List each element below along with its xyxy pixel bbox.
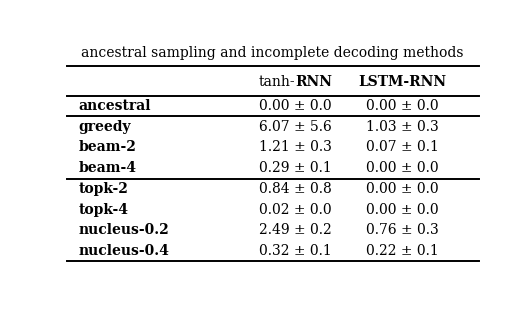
Text: tanh-: tanh- bbox=[259, 75, 295, 89]
Text: RNN: RNN bbox=[295, 75, 332, 89]
Text: 2.49 ± 0.2: 2.49 ± 0.2 bbox=[259, 223, 331, 237]
Text: topk-2: topk-2 bbox=[79, 182, 129, 196]
Text: 0.00 ± 0.0: 0.00 ± 0.0 bbox=[366, 161, 439, 175]
Text: ancestral: ancestral bbox=[79, 99, 152, 113]
Text: 0.84 ± 0.8: 0.84 ± 0.8 bbox=[259, 182, 331, 196]
Text: 0.32 ± 0.1: 0.32 ± 0.1 bbox=[259, 244, 331, 258]
Text: 0.29 ± 0.1: 0.29 ± 0.1 bbox=[259, 161, 331, 175]
Text: 0.76 ± 0.3: 0.76 ± 0.3 bbox=[366, 223, 439, 237]
Text: ancestral sampling and incomplete decoding methods: ancestral sampling and incomplete decodi… bbox=[81, 46, 464, 60]
Text: 1.03 ± 0.3: 1.03 ± 0.3 bbox=[366, 120, 439, 134]
Text: 0.07 ± 0.1: 0.07 ± 0.1 bbox=[366, 140, 439, 154]
Text: 0.00 ± 0.0: 0.00 ± 0.0 bbox=[259, 99, 331, 113]
Text: topk-4: topk-4 bbox=[79, 203, 129, 216]
Text: beam-4: beam-4 bbox=[79, 161, 137, 175]
Text: 0.00 ± 0.0: 0.00 ± 0.0 bbox=[366, 182, 439, 196]
Text: 0.22 ± 0.1: 0.22 ± 0.1 bbox=[366, 244, 439, 258]
Text: beam-2: beam-2 bbox=[79, 140, 137, 154]
Text: greedy: greedy bbox=[79, 120, 131, 134]
Text: nucleus-0.4: nucleus-0.4 bbox=[79, 244, 170, 258]
Text: 0.00 ± 0.0: 0.00 ± 0.0 bbox=[366, 99, 439, 113]
Text: LSTM-RNN: LSTM-RNN bbox=[359, 75, 446, 89]
Text: 1.21 ± 0.3: 1.21 ± 0.3 bbox=[259, 140, 332, 154]
Text: 0.00 ± 0.0: 0.00 ± 0.0 bbox=[366, 203, 439, 216]
Text: 6.07 ± 5.6: 6.07 ± 5.6 bbox=[259, 120, 331, 134]
Text: 0.02 ± 0.0: 0.02 ± 0.0 bbox=[259, 203, 331, 216]
Text: nucleus-0.2: nucleus-0.2 bbox=[79, 223, 170, 237]
